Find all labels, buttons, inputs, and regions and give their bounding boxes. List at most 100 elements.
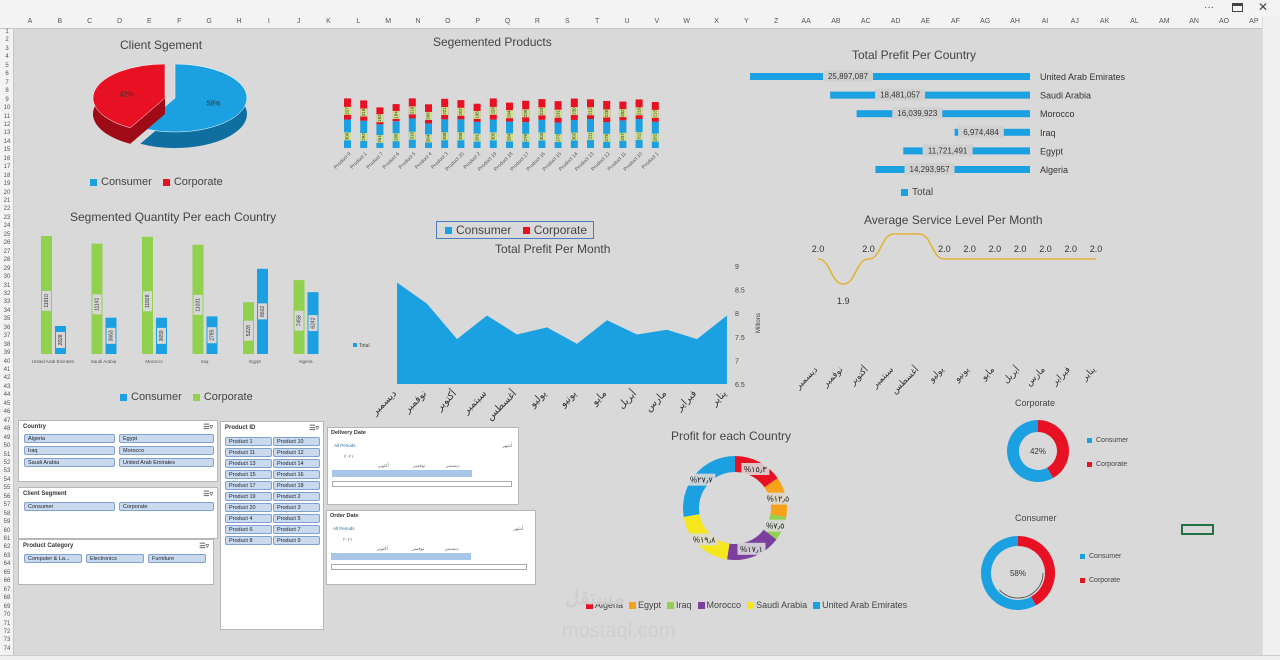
slicer-item-segment[interactable]: Corporate (119, 502, 214, 511)
country-slicer[interactable]: Country ☰▿ Algeria Egypt Iraq Morocco Saudi A… (18, 420, 218, 482)
filter-icon[interactable]: ☰▿ (203, 491, 213, 498)
column-header[interactable]: AL (1130, 18, 1139, 25)
column-header[interactable]: U (624, 18, 630, 25)
row-header[interactable]: 8 (5, 88, 9, 95)
column-header[interactable]: N (415, 18, 421, 25)
row-header[interactable]: 48 (3, 426, 11, 433)
row-header[interactable]: 37 (3, 333, 11, 340)
row-header[interactable]: 63 (3, 552, 11, 559)
row-header[interactable]: 72 (3, 628, 11, 635)
column-header[interactable]: AF (950, 18, 960, 25)
slicer-item-product[interactable]: Product 9 (273, 536, 320, 545)
slicer-item-country[interactable]: Iraq (24, 446, 115, 455)
service-level-chart[interactable]: 2.0 1.9 2.0 2.1 2.1 2.0 2.0 2.0 2.0 2.0 2.0 2.0 ديسم… (790, 228, 1120, 398)
product-id-slicer[interactable]: Product ID ☰▿ Product 1 Product 10 Product … (220, 421, 324, 630)
row-header[interactable]: 26 (3, 240, 11, 247)
row-header[interactable]: 18 (3, 172, 11, 179)
row-header[interactable]: 20 (3, 189, 11, 196)
row-header[interactable]: 2 (5, 37, 9, 44)
row-header[interactable]: 64 (3, 561, 11, 568)
column-header[interactable]: AK (1099, 18, 1110, 25)
product-category-slicer[interactable]: Product Category ☰▿ Computer & La... Elect… (18, 539, 214, 585)
row-header[interactable]: 67 (3, 586, 11, 593)
pie-slice-corporate[interactable] (92, 63, 166, 129)
slicer-item-product[interactable]: Product 20 (225, 503, 272, 512)
window-restore-icon[interactable] (1232, 3, 1243, 12)
column-header[interactable]: V (654, 18, 660, 25)
slicer-item-category[interactable]: Electronics (86, 554, 144, 563)
row-header[interactable]: 25 (3, 231, 11, 238)
column-header[interactable]: I (267, 18, 270, 25)
slicer-item-country[interactable]: United Arab Emirates (119, 458, 214, 467)
column-header[interactable]: R (534, 18, 540, 25)
row-header[interactable]: 57 (3, 502, 11, 509)
row-header[interactable]: 23 (3, 214, 11, 221)
row-header[interactable]: 35 (3, 316, 11, 323)
column-header[interactable]: M (385, 18, 392, 25)
row-header[interactable]: 4 (5, 54, 9, 61)
slicer-item-product[interactable]: Product 18 (273, 481, 320, 490)
timeline-selection-bar[interactable] (332, 470, 472, 477)
profit-each-country-donut[interactable]: %١٥٫٣ %١٢٫٥ %٧٫٥ %١٧٫١ %١٩٫٨ %٢٧٫٧ (660, 448, 810, 588)
row-header[interactable]: 74 (3, 645, 11, 652)
slicer-item-product[interactable]: Product 16 (273, 470, 320, 479)
row-header[interactable]: 7 (5, 79, 9, 86)
row-header[interactable]: 14 (3, 138, 11, 145)
row-header[interactable]: 24 (3, 223, 11, 230)
timeline-scrollbar[interactable] (331, 564, 527, 570)
slicer-item-country[interactable]: Morocco (119, 446, 214, 455)
row-header[interactable]: 51 (3, 451, 11, 458)
row-header[interactable]: 66 (3, 578, 11, 585)
column-header[interactable]: P (475, 18, 481, 25)
row-header[interactable]: 73 (3, 637, 11, 644)
column-header[interactable]: T (595, 18, 600, 25)
row-header[interactable]: 39 (3, 350, 11, 357)
slicer-item-country[interactable]: Egypt (119, 434, 214, 443)
row-header[interactable]: 17 (3, 164, 11, 171)
column-header[interactable]: O (445, 18, 451, 25)
slicer-item-product[interactable]: Product 12 (273, 448, 320, 457)
column-header[interactable]: W (683, 18, 690, 25)
column-header[interactable]: C (87, 18, 93, 25)
column-header[interactable]: H (236, 18, 242, 25)
horizontal-scrollbar[interactable] (0, 655, 1280, 660)
column-header[interactable]: AO (1218, 18, 1230, 25)
row-header[interactable]: 55 (3, 485, 11, 492)
row-header[interactable]: 44 (3, 392, 11, 399)
row-header[interactable]: 27 (3, 248, 11, 255)
row-header[interactable]: 28 (3, 257, 11, 264)
row-header[interactable]: 31 (3, 282, 11, 289)
row-header[interactable]: 10 (3, 105, 11, 112)
row-header[interactable]: 59 (3, 519, 11, 526)
row-header[interactable]: 32 (3, 290, 11, 297)
country-profit-bar[interactable] (830, 91, 1030, 99)
slicer-item-product[interactable]: Product 4 (225, 514, 272, 523)
row-header[interactable]: 50 (3, 443, 11, 450)
column-header[interactable]: A (27, 18, 33, 25)
column-header[interactable]: Z (774, 18, 779, 25)
row-header[interactable]: 62 (3, 544, 11, 551)
column-header[interactable]: AA (801, 18, 811, 25)
column-header[interactable]: J (296, 18, 301, 25)
column-header[interactable]: AC (860, 18, 871, 25)
column-header[interactable]: B (57, 18, 63, 25)
slicer-item-product[interactable]: Product 14 (273, 459, 320, 468)
row-header[interactable]: 54 (3, 476, 11, 483)
order-date-timeline[interactable]: Order Date All Periods أشهر ٢٠٢١ أكتوبر … (326, 510, 536, 585)
slicer-item-category[interactable]: Furniture (148, 554, 206, 563)
row-header[interactable]: 69 (3, 603, 11, 610)
slicer-item-product[interactable]: Product 19 (225, 492, 272, 501)
profit-per-month-chart[interactable]: 9 8.5 8 7.5 7 6.5 Millions Total ديسمبر نوفمبر أكت… (345, 258, 775, 428)
column-header[interactable]: AD (890, 18, 901, 25)
timeline-selection-bar[interactable] (331, 553, 471, 560)
profit-per-country-chart[interactable]: 25,897,087 United Arab Emirates 18,481,057… (740, 66, 1140, 181)
column-header[interactable]: AN (1189, 18, 1199, 25)
column-header[interactable]: G (206, 18, 212, 25)
column-header[interactable]: K (326, 18, 331, 25)
column-header[interactable]: AE (920, 18, 931, 25)
column-header[interactable]: F (177, 18, 182, 25)
row-header[interactable]: 22 (3, 206, 11, 213)
timeline-scrollbar[interactable] (332, 481, 512, 487)
row-header[interactable]: 60 (3, 527, 11, 534)
row-header[interactable]: 52 (3, 459, 11, 466)
